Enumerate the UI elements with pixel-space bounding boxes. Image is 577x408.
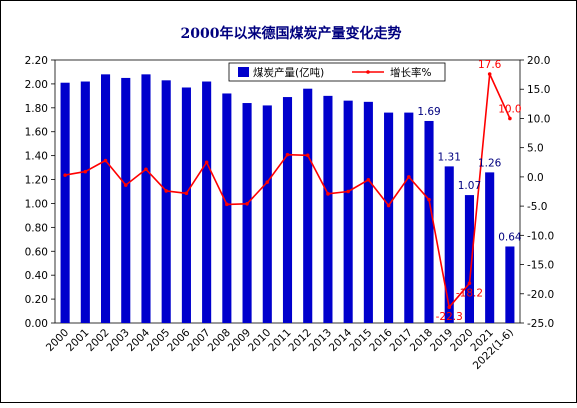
left-tick-label: 1.20 <box>25 175 48 187</box>
growth-point-2020 <box>467 281 472 286</box>
legend-bar-swatch <box>238 67 249 77</box>
growth-point-2021 <box>487 72 492 76</box>
chart-title: 2000年以来德国煤炭产量变化走势 <box>181 25 402 42</box>
left-tick-label: 1.60 <box>25 127 48 139</box>
growth-point-2013 <box>326 192 330 196</box>
data-labels: 1.69 1.31 1.07 1.26 0.64 -22.3 -18.2 17.6 10.0 <box>417 59 522 323</box>
right-tick-label: 0.0 <box>527 172 544 184</box>
bar-2002 <box>100 74 111 323</box>
legend-line-label: 增长率% <box>390 66 431 79</box>
bar-value-label: 1.69 <box>417 106 440 118</box>
right-tick-label: -15.0 <box>527 260 554 272</box>
growth-point-2015 <box>366 178 371 182</box>
left-tick-label: 2.00 <box>25 79 48 91</box>
bar-2012 <box>303 88 313 323</box>
growth-value-label: 17.6 <box>478 59 502 71</box>
right-tick-label: -25.0 <box>527 318 554 330</box>
bar-2019 <box>444 166 454 323</box>
bar-value-label: 1.26 <box>478 157 502 169</box>
growth-point-2008 <box>225 202 229 207</box>
growth-point-2004 <box>144 167 148 172</box>
bar-2020 <box>464 195 475 323</box>
growth-point-2001 <box>83 169 88 174</box>
bar-2015 <box>363 101 373 323</box>
left-tick-label: 0.40 <box>25 270 48 282</box>
bar-2014 <box>343 100 353 324</box>
left-tick-label: 0.20 <box>25 294 48 306</box>
bar-2011 <box>282 97 293 324</box>
bar-2006 <box>181 87 191 323</box>
legend-bar-label: 煤炭产量(亿吨) <box>253 66 324 79</box>
bar-2013 <box>323 95 333 323</box>
left-tick-label: 1.00 <box>25 198 48 210</box>
left-tick-label: 0.80 <box>25 222 48 234</box>
bar-2009 <box>242 103 252 323</box>
bar-2000 <box>60 82 70 323</box>
bar-2007 <box>202 81 212 323</box>
growth-point-2002 <box>103 158 108 163</box>
bar-2017 <box>404 112 414 323</box>
growth-point-2011 <box>285 152 290 157</box>
growth-value-label: -18.2 <box>456 287 483 299</box>
left-tick-label: 1.80 <box>25 103 48 115</box>
right-tick-label: 20.0 <box>527 55 550 67</box>
bar-2018 <box>424 120 434 323</box>
growth-value-label: -22.3 <box>436 311 463 323</box>
right-y-axis: -25.0 -20.0 -15.0 -10.0 -5.0 0.0 5.0 10.0 15.0 20… <box>520 55 554 330</box>
right-tick-label: -10.0 <box>527 230 554 242</box>
growth-point-2007 <box>204 160 209 165</box>
left-tick-label: 2.20 <box>25 55 48 67</box>
right-tick-label: 10.0 <box>527 113 550 125</box>
bar-value-label: 1.31 <box>438 151 461 163</box>
left-tick-label: 1.40 <box>25 151 48 163</box>
bar-series <box>60 74 515 324</box>
left-tick-label: 0.60 <box>25 246 48 258</box>
growth-point-2000 <box>63 173 67 177</box>
left-y-axis: 0.00 0.20 0.40 0.60 0.80 1.00 1.20 1.40 1.60 1.80… <box>25 55 55 330</box>
growth-point-2005 <box>164 189 168 193</box>
growth-point-2019 <box>447 305 452 310</box>
growth-point-2018 <box>427 197 431 202</box>
growth-point-2022(1-6) <box>508 116 512 121</box>
growth-point-2012 <box>305 153 310 158</box>
right-tick-label: -5.0 <box>527 201 548 213</box>
right-tick-label: 5.0 <box>527 143 544 155</box>
bar-2001 <box>80 81 90 323</box>
bar-2022(1-6) <box>505 246 515 323</box>
right-tick-label: -20.0 <box>527 289 554 301</box>
growth-point-2010 <box>265 180 270 184</box>
legend: 煤炭产量(亿吨) 增长率% <box>228 62 446 82</box>
left-tick-label: 0.00 <box>25 318 48 330</box>
bar-value-label: 1.07 <box>458 180 481 192</box>
growth-point-2003 <box>123 183 128 187</box>
bar-value-label: 0.64 <box>498 231 522 243</box>
growth-point-2016 <box>386 203 391 208</box>
line-series <box>63 72 512 310</box>
bar-2004 <box>141 74 151 323</box>
legend-box <box>228 62 446 82</box>
growth-point-2009 <box>245 201 249 206</box>
legend-line-marker <box>366 70 370 74</box>
bar-2003 <box>121 77 131 323</box>
bar-2010 <box>262 105 272 323</box>
growth-point-2006 <box>184 191 189 196</box>
right-tick-label: 15.0 <box>527 84 550 96</box>
growth-point-2014 <box>346 189 350 194</box>
growth-value-label: 10.0 <box>498 103 521 115</box>
growth-point-2017 <box>407 175 411 179</box>
bar-2008 <box>222 93 232 324</box>
bar-2005 <box>161 80 171 323</box>
bar-2016 <box>384 112 394 323</box>
bar-2021 <box>485 172 495 323</box>
